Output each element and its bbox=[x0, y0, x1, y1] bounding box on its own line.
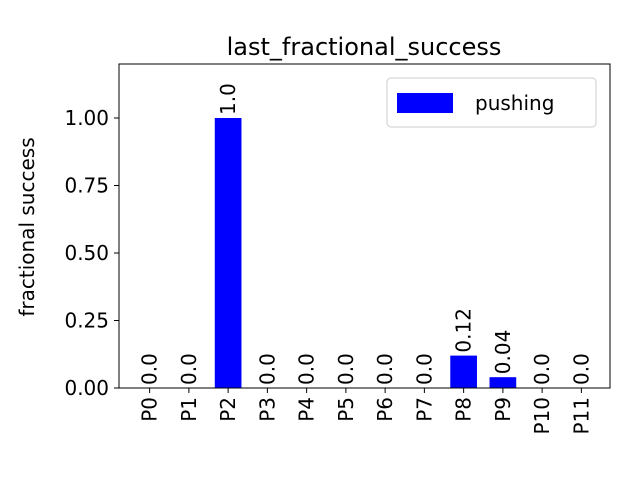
x-tick-label-P1: P1 bbox=[177, 397, 201, 422]
value-label-P8: 0.12 bbox=[452, 308, 476, 353]
value-label-P2: 1.0 bbox=[216, 83, 240, 115]
bar-P9 bbox=[489, 377, 517, 388]
plot-frame bbox=[118, 63, 611, 389]
value-label-P6: 0.0 bbox=[373, 353, 397, 385]
y-ticks-group: 0.00 0.25 0.50 0.75 1.00 bbox=[64, 106, 119, 400]
value-labels-group: 0.0 0.0 1.0 0.0 0.0 0.0 0.0 0.0 0.12 0.04 0.0 0.0 bbox=[138, 83, 594, 385]
x-tick-label-P7: P7 bbox=[412, 397, 436, 422]
y-tick-label-1: 0.25 bbox=[64, 309, 109, 333]
x-tick-label-P0: P0 bbox=[138, 397, 162, 422]
y-axis-label: fractional success bbox=[15, 137, 39, 316]
x-ticks-group: P0 P1 P2 P3 P4 P5 P6 P7 P8 P9 P10 P11 bbox=[138, 388, 593, 435]
legend-label: pushing bbox=[475, 91, 554, 115]
x-tick-label-P5: P5 bbox=[334, 397, 358, 422]
value-label-P3: 0.0 bbox=[255, 353, 279, 385]
bars-group bbox=[214, 118, 517, 388]
x-tick-label-P10: P10 bbox=[530, 397, 554, 435]
x-tick-label-P6: P6 bbox=[373, 397, 397, 422]
x-tick-label-P2: P2 bbox=[216, 397, 240, 422]
y-tick-label-3: 0.75 bbox=[64, 174, 109, 198]
value-label-P9: 0.04 bbox=[491, 330, 515, 375]
y-tick-label-0: 0.00 bbox=[64, 376, 109, 400]
bar-P2 bbox=[214, 118, 242, 388]
y-tick-label-4: 1.00 bbox=[64, 106, 109, 130]
x-tick-label-P8: P8 bbox=[452, 397, 476, 422]
x-tick-label-P9: P9 bbox=[491, 397, 515, 422]
y-tick-label-2: 0.50 bbox=[64, 241, 109, 265]
value-label-P4: 0.0 bbox=[295, 353, 319, 385]
value-label-P11: 0.0 bbox=[569, 353, 593, 385]
chart-title: last_fractional_success bbox=[227, 33, 502, 61]
value-label-P1: 0.0 bbox=[177, 353, 201, 385]
legend-swatch bbox=[397, 93, 453, 113]
bar-P8 bbox=[450, 355, 477, 388]
x-tick-label-P3: P3 bbox=[255, 397, 279, 422]
legend: pushing bbox=[386, 77, 597, 128]
value-label-P0: 0.0 bbox=[138, 353, 162, 385]
value-label-P7: 0.0 bbox=[412, 353, 436, 385]
x-tick-label-P4: P4 bbox=[295, 397, 319, 422]
value-label-P5: 0.0 bbox=[334, 353, 358, 385]
x-tick-label-P11: P11 bbox=[569, 397, 593, 435]
legend-box bbox=[386, 77, 597, 128]
value-label-P10: 0.0 bbox=[530, 353, 554, 385]
